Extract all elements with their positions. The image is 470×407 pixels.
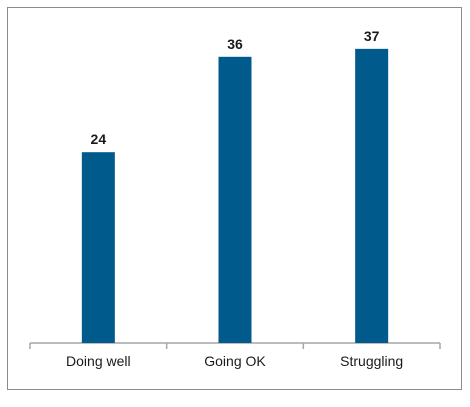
data-label: 24 <box>91 131 107 147</box>
category-label: Going OK <box>204 353 266 369</box>
data-label: 37 <box>364 28 380 44</box>
category-labels-group: Doing well Going OK Struggling <box>66 353 403 369</box>
x-axis-ticks <box>29 343 441 349</box>
bar <box>355 48 389 343</box>
bar <box>81 152 115 343</box>
data-label: 36 <box>227 36 243 52</box>
category-label: Struggling <box>340 353 403 369</box>
bar <box>218 56 252 344</box>
bars-group <box>81 48 389 344</box>
category-label: Doing well <box>66 353 131 369</box>
data-labels-group: 24 36 37 <box>91 28 380 147</box>
